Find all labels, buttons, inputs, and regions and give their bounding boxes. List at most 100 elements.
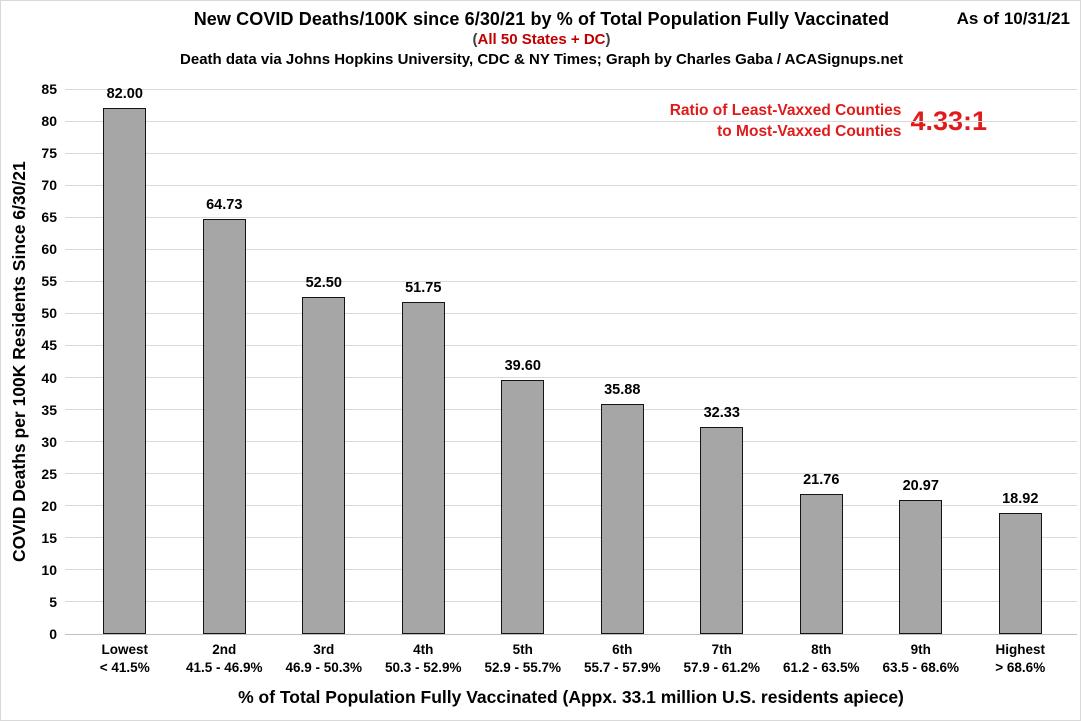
gridline-y-20 — [65, 505, 1077, 507]
x-category-label: 9th 63.5 - 68.6% — [856, 641, 986, 677]
x-category-range: 55.7 - 57.9% — [583, 660, 661, 675]
gridline-y-70 — [65, 184, 1077, 186]
gridline-y-30 — [65, 441, 1077, 443]
y-tick-label-10: 10 — [41, 561, 57, 578]
y-tick-label-5: 5 — [49, 593, 57, 610]
gridline-y-5 — [65, 601, 1077, 603]
x-axis-title: % of Total Population Fully Vaccinated (… — [238, 687, 904, 707]
gridline-y-40 — [65, 377, 1077, 379]
y-tick-label-85: 85 — [41, 81, 57, 97]
gridline-y-0 — [65, 633, 1077, 635]
x-category-range: 57.9 - 61.2% — [683, 660, 761, 675]
gridline-y-80 — [65, 120, 1077, 122]
gridline-y-50 — [65, 312, 1077, 314]
y-tick-label-25: 25 — [41, 465, 57, 482]
bar-3rd — [302, 297, 346, 634]
y-tick-label-75: 75 — [41, 145, 57, 162]
gridline-y-65 — [65, 216, 1077, 218]
y-tick-label-70: 70 — [41, 177, 57, 194]
bar-4th — [401, 302, 445, 634]
ratio-annotation-line1: Ratio of Least-Vaxxed Counties — [669, 102, 902, 119]
x-category-range: 41.5 - 46.9% — [185, 660, 263, 675]
x-category-range: 46.9 - 50.3% — [285, 660, 363, 675]
x-category-range: 63.5 - 68.6% — [882, 660, 960, 675]
x-category-label: Lowest < 41.5% — [60, 641, 190, 677]
x-category-label: 4th 50.3 - 52.9% — [358, 641, 488, 677]
bar-value-label: 20.97 — [902, 477, 939, 494]
y-tick-label-30: 30 — [41, 433, 57, 450]
y-axis-title: COVID Deaths per 100K Residents Since 6/… — [9, 161, 29, 562]
x-category-label: 8th 61.2 - 63.5% — [756, 641, 886, 677]
bar-7th — [700, 426, 744, 634]
subtitle-paren-close: ) — [605, 31, 611, 48]
y-tick-label-55: 55 — [41, 273, 57, 290]
bar-lowest — [103, 108, 147, 634]
chart-subtitle: (All 50 States + DC) — [1, 31, 1080, 48]
x-category-range: < 41.5% — [99, 660, 150, 675]
x-category-name: Highest — [995, 642, 1045, 657]
ratio-annotation: Ratio of Least-Vaxxed Counties to Most-V… — [670, 100, 987, 142]
x-category-name: 2nd — [212, 642, 237, 657]
gridline-y-15 — [65, 537, 1077, 539]
y-tick-label-80: 80 — [41, 113, 57, 130]
x-category-name: Lowest — [101, 642, 148, 657]
x-category-label: 5th 52.9 - 55.7% — [458, 641, 588, 677]
y-tick-label-40: 40 — [41, 369, 57, 386]
subtitle-paren-open: ( — [472, 31, 478, 48]
x-category-label: 7th 57.9 - 61.2% — [657, 641, 787, 677]
bar-highest — [998, 512, 1042, 634]
y-tick-label-15: 15 — [41, 529, 57, 546]
x-category-range: 50.3 - 52.9% — [384, 660, 462, 675]
gridline-y-60 — [65, 248, 1077, 250]
ratio-annotation-line2: to Most-Vaxxed Counties — [717, 123, 902, 140]
subtitle-red-text: All 50 States + DC — [477, 31, 606, 48]
x-category-name: 9th — [910, 642, 931, 657]
bar-value-label: 82.00 — [106, 86, 143, 103]
bar-value-label: 64.73 — [206, 196, 243, 213]
ratio-annotation-text: Ratio of Least-Vaxxed Counties to Most-V… — [670, 100, 902, 142]
y-tick-label-45: 45 — [41, 337, 57, 354]
bar-value-label: 18.92 — [1002, 490, 1039, 507]
y-tick-label-20: 20 — [41, 497, 57, 514]
x-category-range: 61.2 - 63.5% — [782, 660, 860, 675]
x-category-label: Highest > 68.6% — [955, 641, 1080, 677]
gridline-y-25 — [65, 473, 1077, 475]
gridline-y-10 — [65, 569, 1077, 571]
x-category-range: 52.9 - 55.7% — [484, 660, 562, 675]
x-category-name: 6th — [612, 642, 633, 657]
bar-5th — [501, 380, 545, 634]
x-category-label: 3rd 46.9 - 50.3% — [259, 641, 389, 677]
bar-6th — [600, 403, 644, 634]
x-category-label: 2nd 41.5 - 46.9% — [159, 641, 289, 677]
y-tick-label-60: 60 — [41, 241, 57, 258]
bar-value-label: 51.75 — [405, 280, 442, 297]
x-category-name: 4th — [413, 642, 434, 657]
gridline-y-55 — [65, 280, 1077, 282]
y-tick-label-35: 35 — [41, 401, 57, 418]
bar-value-label: 21.76 — [803, 472, 840, 489]
y-tick-label-65: 65 — [41, 209, 57, 226]
gridline-y-85 — [65, 88, 1077, 90]
bar-2nd — [202, 218, 246, 634]
x-category-name: 8th — [811, 642, 832, 657]
gridline-y-45 — [65, 344, 1077, 346]
y-tick-label-50: 50 — [41, 305, 57, 322]
bar-value-label: 52.50 — [305, 275, 342, 292]
gridline-y-75 — [65, 152, 1077, 154]
bar-value-label: 35.88 — [604, 381, 641, 398]
y-tick-label-0: 0 — [49, 626, 57, 642]
bar-value-label: 39.60 — [504, 358, 541, 375]
ratio-value: 4.33:1 — [910, 105, 987, 136]
x-category-name: 5th — [512, 642, 533, 657]
x-category-name: 7th — [711, 642, 732, 657]
x-category-name: 3rd — [313, 642, 335, 657]
x-category-label: 6th 55.7 - 57.9% — [557, 641, 687, 677]
gridline-y-35 — [65, 409, 1077, 411]
data-credit-line: Death data via Johns Hopkins University,… — [180, 51, 903, 68]
x-category-range: > 68.6% — [995, 660, 1046, 675]
chart-title: New COVID Deaths/100K since 6/30/21 by %… — [193, 9, 890, 29]
as-of-date: As of 10/31/21 — [956, 9, 1070, 28]
bar-8th — [799, 494, 843, 634]
bar-9th — [899, 499, 943, 634]
